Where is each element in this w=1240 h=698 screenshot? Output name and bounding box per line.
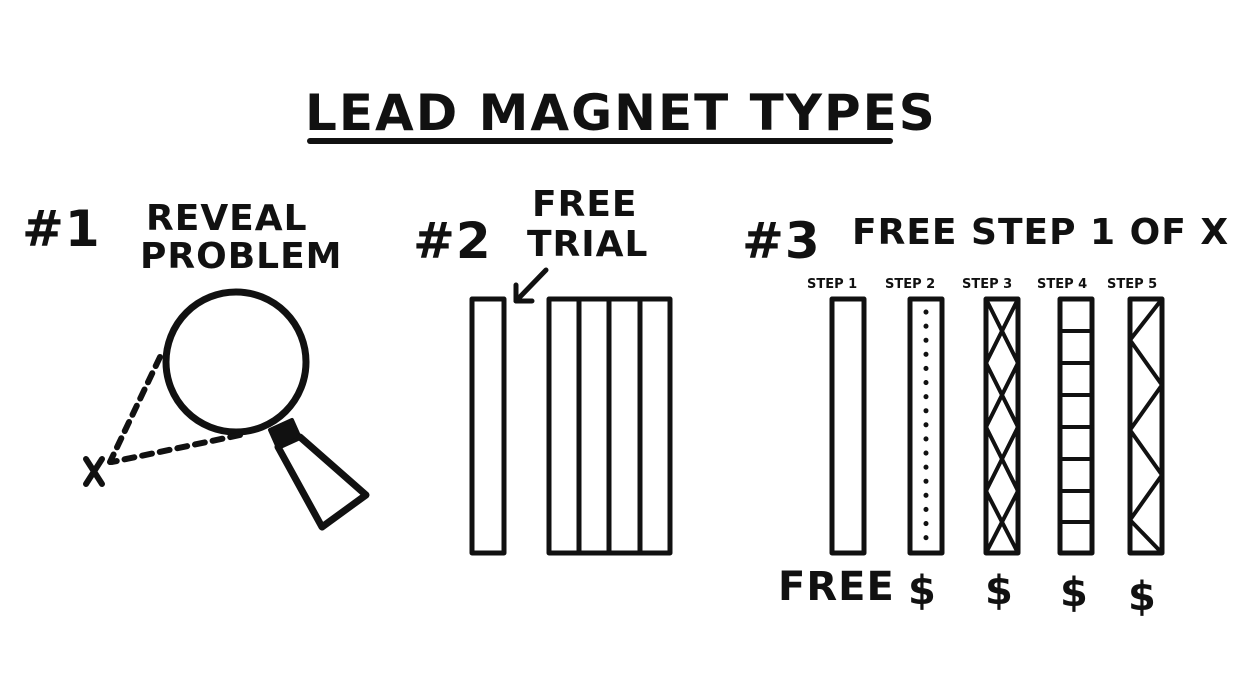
dashed-sight-line bbox=[109, 432, 243, 465]
step-bar-2 bbox=[907, 296, 945, 556]
step-bar-1 bbox=[829, 296, 867, 556]
page-title: Lead Magnet Types bbox=[305, 84, 937, 142]
step-bar-3-cross-a bbox=[984, 297, 1020, 555]
x-mark-icon bbox=[83, 456, 105, 487]
section2-label-line1: Free bbox=[532, 184, 638, 225]
dashed-sight-line bbox=[107, 354, 163, 465]
section2-number: #2 bbox=[413, 212, 492, 270]
sight-lines bbox=[107, 354, 243, 465]
step-price: Free bbox=[778, 564, 895, 610]
step-price: $ bbox=[908, 568, 937, 614]
step-bar-3 bbox=[983, 296, 1021, 556]
step-price: $ bbox=[1060, 570, 1089, 616]
step-price: $ bbox=[985, 568, 1014, 614]
section2-label-line2: Trial bbox=[527, 224, 649, 265]
section1-label-line2: Problem bbox=[140, 236, 343, 277]
step-label: Step 3 bbox=[962, 277, 1013, 292]
section1-number: #1 bbox=[22, 200, 101, 258]
magnifier-lens bbox=[162, 288, 310, 436]
step-label: Step 4 bbox=[1037, 277, 1088, 292]
magnifier-handle bbox=[274, 433, 370, 531]
arrow-icon bbox=[513, 267, 549, 304]
step-label: Step 5 bbox=[1107, 277, 1158, 292]
step-bar-4-rungs bbox=[1058, 329, 1094, 524]
title-underline bbox=[307, 138, 893, 144]
section3-number: #3 bbox=[742, 212, 821, 270]
step-bar-3-cross-b bbox=[984, 297, 1020, 555]
step-bar-5 bbox=[1127, 296, 1165, 556]
step-bar-5-zigzag bbox=[1128, 297, 1164, 555]
section1-label-line1: Reveal bbox=[146, 198, 308, 239]
step-label: Step 1 bbox=[807, 277, 858, 292]
magnifying-glass-icon bbox=[162, 288, 370, 531]
section3-label: Free Step 1 of X bbox=[852, 212, 1230, 253]
trial-single-bar bbox=[469, 296, 507, 556]
step-label: Step 2 bbox=[885, 277, 936, 292]
step-price: $ bbox=[1128, 574, 1157, 620]
trial-bar-group bbox=[546, 296, 673, 556]
